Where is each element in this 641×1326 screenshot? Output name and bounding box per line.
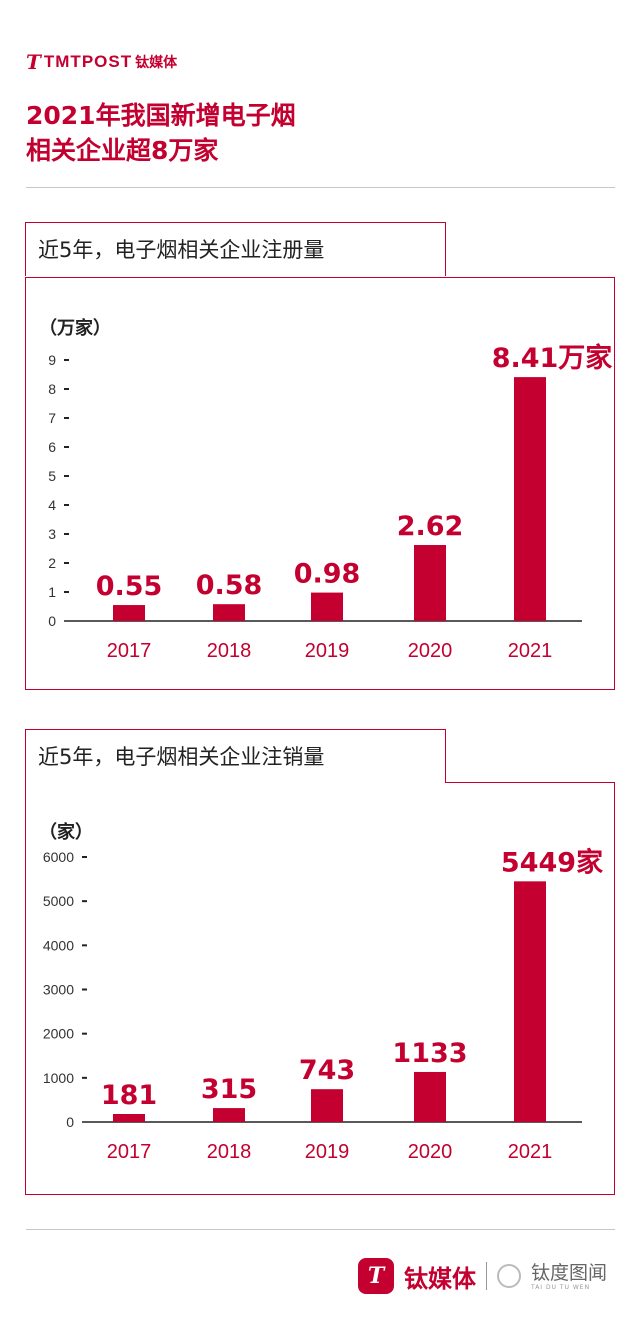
- chart1-ytick-label: 4000: [43, 937, 74, 953]
- chart0-category-label: 2021: [508, 640, 553, 662]
- chart1-value-label: 315: [201, 1074, 257, 1105]
- chart1-bar: [514, 881, 546, 1122]
- chart0-value-label: 0.55: [96, 571, 163, 602]
- chart1-svg: （万家） 0 1 2 3 4 5 6 7 8 9 0.55 2017 0.58 2018 0.98 2019 2.…: [39, 317, 613, 662]
- chart0-ytick-label: 1: [48, 584, 56, 600]
- chart0-bar: [414, 545, 446, 621]
- chart1-value-label: 5449家: [501, 846, 603, 878]
- footer-brand-cn: 钛媒体: [404, 1264, 476, 1293]
- chart1-value-label: 1133: [392, 1038, 467, 1069]
- chart1-ytick-label: 3000: [43, 982, 74, 998]
- footer-partner-cn: 钛度图闻: [531, 1261, 608, 1284]
- tmtpost-footer-mark-icon: T: [358, 1258, 394, 1294]
- chart0-category-label: 2019: [305, 640, 350, 662]
- chart2-heading: 近5年，电子烟相关企业注销量: [25, 729, 446, 783]
- page-title-line1: 2021年我国新增电子烟: [26, 101, 296, 130]
- chart1-heading: 近5年，电子烟相关企业注册量: [25, 222, 446, 276]
- chart0-ytick-label: 3: [48, 526, 56, 542]
- page-title-line2: 相关企业超8万家: [26, 136, 219, 165]
- chart2-svg: （家） 0 1000 2000 3000 4000 5000 6000 181 2017 315 20…: [39, 821, 603, 1163]
- chart1-ytick-label: 0: [66, 1114, 74, 1130]
- tmtpost-mark-icon: T: [26, 50, 41, 74]
- chart0-bar: [113, 605, 145, 621]
- chart1-category-label: 2021: [508, 1141, 553, 1163]
- chart0-ytick-label: 8: [48, 381, 56, 397]
- chart1-panel: （万家） 0 1 2 3 4 5 6 7 8 9 0.55 2017 0.58 2018 0.98 2019 2.…: [25, 277, 615, 690]
- chart1-category-label: 2020: [408, 1141, 453, 1163]
- footer-partner-en: TAI DU TU WEN: [531, 1283, 591, 1291]
- chart1-unit-label: （家）: [39, 821, 93, 843]
- chart0-category-label: 2020: [408, 640, 453, 662]
- bottom-divider: [26, 1229, 615, 1230]
- chart2-panel: （家） 0 1000 2000 3000 4000 5000 6000 181 2017 315 20…: [25, 782, 615, 1195]
- chart1-category-label: 2018: [207, 1141, 252, 1163]
- logo-cn: 钛媒体: [135, 55, 178, 71]
- chart1-bar: [311, 1089, 343, 1122]
- chart0-value-label: 0.58: [196, 570, 263, 601]
- chart1-ytick-label: 6000: [43, 849, 74, 865]
- chart0-ytick-label: 6: [48, 439, 56, 455]
- chart0-value-label: 8.41万家: [492, 342, 613, 374]
- page-title: 2021年我国新增电子烟 相关企业超8万家: [26, 98, 586, 168]
- tmtpost-logo: T TMTPOST 钛媒体: [26, 52, 177, 72]
- chart0-bar: [514, 377, 546, 621]
- chart1-ytick-label: 2000: [43, 1026, 74, 1042]
- chart1-value-label: 181: [101, 1080, 157, 1111]
- footer-partner: 钛度图闻 TAI DU TU WEN: [531, 1262, 607, 1291]
- chart0-ytick-label: 0: [48, 613, 56, 629]
- chart0-ytick-label: 5: [48, 468, 56, 484]
- chart0-ytick-label: 4: [48, 497, 56, 513]
- chart1-value-label: 743: [299, 1055, 355, 1086]
- logo-wordmark: TMTPOST: [43, 52, 133, 71]
- chart0-ytick-label: 9: [48, 352, 56, 368]
- chart1-ytick-label: 5000: [43, 893, 74, 909]
- chart1-category-label: 2017: [107, 1141, 152, 1163]
- chart1-bar: [213, 1108, 245, 1122]
- footer-separator: [486, 1262, 487, 1290]
- footer-brand: T 钛媒体 钛度图闻 TAI DU TU WEN: [358, 1258, 607, 1294]
- chart0-bar: [213, 604, 245, 621]
- chart1-bar: [113, 1114, 145, 1122]
- chart0-category-label: 2018: [207, 640, 252, 662]
- top-divider: [26, 187, 615, 188]
- chart0-value-label: 0.98: [294, 559, 361, 590]
- chart0-unit-label: （万家）: [39, 317, 111, 339]
- chart1-category-label: 2019: [305, 1141, 350, 1163]
- taidu-logo-icon: [497, 1264, 521, 1288]
- chart0-ytick-label: 2: [48, 555, 56, 571]
- chart0-value-label: 2.62: [397, 511, 464, 542]
- chart1-bar: [414, 1071, 446, 1122]
- chart0-ytick-label: 7: [48, 410, 56, 426]
- chart0-category-label: 2017: [107, 640, 152, 662]
- chart0-bar: [311, 592, 343, 621]
- chart1-ytick-label: 1000: [43, 1070, 74, 1086]
